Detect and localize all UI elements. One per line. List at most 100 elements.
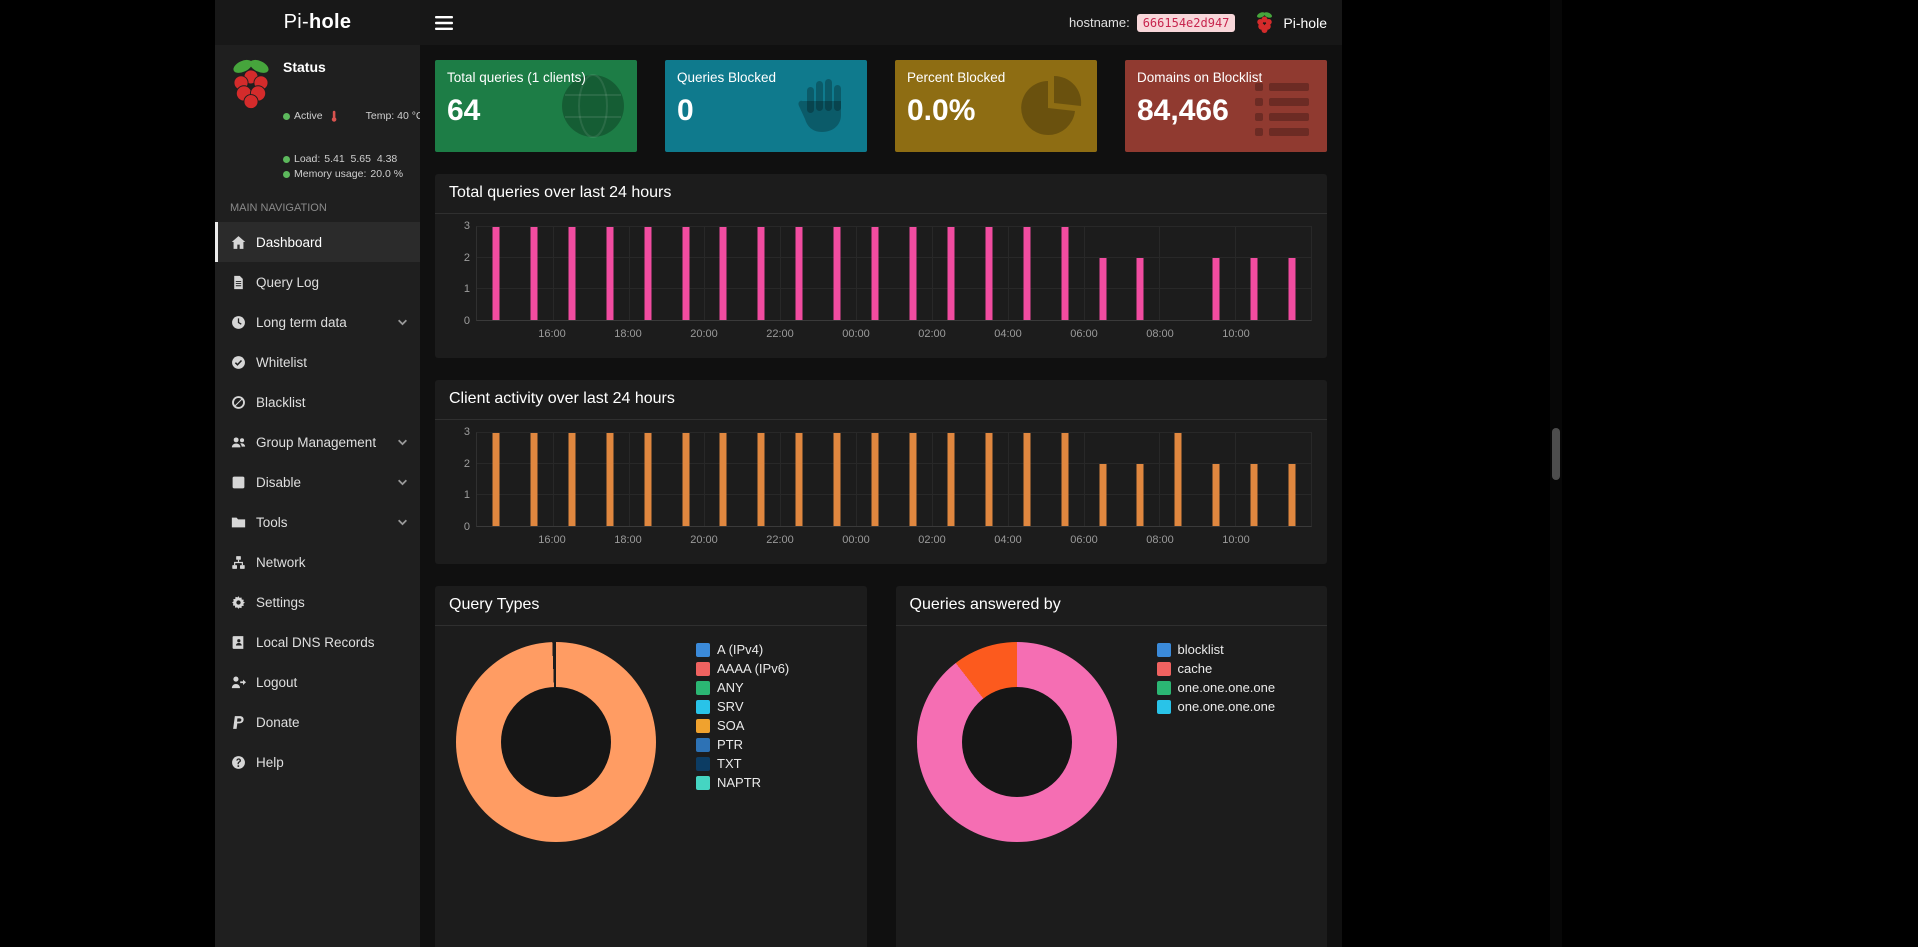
status-title: Status [283,59,326,75]
legend-item[interactable]: NAPTR [696,775,789,790]
bar [795,227,803,320]
legend-swatch [696,775,710,790]
card-title: Queries Blocked [677,70,777,85]
legend-label: PTR [717,737,743,752]
window-scrollbar[interactable] [1550,0,1562,947]
home-icon [231,235,246,250]
legend-item[interactable]: TXT [696,756,789,771]
status-load-label: Load: [294,153,321,165]
query-types-panel: Query Types A (IPv4) AAAA (IPv6) ANY SRV SOA… [435,586,867,947]
sidebar-item-query-log[interactable]: Query Log [215,262,420,302]
stop-icon [231,475,246,490]
bar [833,433,841,526]
users-icon [231,435,246,450]
queries-answered-by-donut[interactable] [916,642,1117,842]
sidebar-toggle-button[interactable] [435,15,453,30]
legend-item[interactable]: one.one.one.one [1156,699,1276,714]
bar [719,227,727,320]
bar [985,227,993,320]
bar [568,227,576,320]
bar [1288,464,1296,526]
status-memory-value: 20.0 % [370,168,404,180]
donate-icon [231,715,246,730]
navbar-brand-label: Pi-hole [1283,14,1327,31]
query-types-legend: A (IPv4) AAAA (IPv6) ANY SRV SOA PTR TXT NAPTR [696,638,789,842]
legend-swatch [1156,642,1171,657]
legend-label: A (IPv4) [717,642,764,657]
legend-item[interactable]: one.one.one.one [1156,680,1275,695]
legend-label: AAAA (IPv6) [717,661,790,676]
sidebar-item-dashboard[interactable]: Dashboard [215,222,420,262]
sidebar-menu: Dashboard Query Log Long term data Whitelis… [215,222,420,782]
client-activity-bar-chart[interactable] [476,432,1312,527]
sidebar-item-label: Blacklist [256,394,306,410]
card-domains-on-blocklist: Domains on Blocklist 84,466 [1125,60,1327,152]
scrollbar-thumb[interactable] [1552,428,1560,480]
card-value: 0.0% [907,94,976,127]
bar [568,433,576,526]
sidebar-item-network[interactable]: Network [215,542,420,582]
legend-swatch [696,756,710,771]
bar [530,227,538,320]
bar [985,433,993,526]
summary-cards: Total queries (1 clients) 64 Queries Block… [435,60,1327,152]
legend-item[interactable]: AAAA (IPv6) [696,661,789,676]
legend-swatch [1156,661,1171,676]
sidebar-item-label: Query Log [256,274,320,290]
sidebar-brand[interactable]: Pi-hole [215,0,420,45]
hand-icon [787,71,857,141]
legend-label: one.one.one.one [1177,699,1276,714]
chevron-down-icon [397,517,408,528]
legend-label: ANY [717,680,744,695]
logout-icon [231,675,246,690]
legend-item[interactable]: A (IPv4) [696,642,789,657]
bar [719,433,727,526]
sidebar-item-tools[interactable]: Tools [215,502,420,542]
legend-item[interactable]: PTR [696,737,789,752]
hostname-label: hostname: [1069,15,1130,30]
sidebar-item-help[interactable]: Help [215,742,420,782]
sidebar-item-label: Disable [256,474,302,490]
legend-swatch [696,642,710,657]
queries-answered-by-legend: blocklist cache one.one.one.one one.one.one… [1156,638,1276,842]
legend-swatch [696,680,710,695]
sidebar-item-settings[interactable]: Settings [215,582,420,622]
bar [530,433,538,526]
clock-icon [231,315,246,330]
pihole-admin-window: Pi-hole Status Active [215,0,1342,947]
bar [909,433,917,526]
query-types-donut[interactable] [456,642,656,842]
sidebar-item-logout[interactable]: Logout [215,662,420,702]
status-load-values: 5.41 5.65 4.38 [324,153,398,165]
status-line-active: Active Temp: 40 °C [283,80,424,152]
queries-bar-chart[interactable] [476,226,1312,321]
status-temp-label: Temp: 40 °C [365,109,424,122]
bar [1212,258,1220,320]
sidebar-item-donate[interactable]: Donate [215,702,420,742]
bar [1136,258,1144,320]
sidebar-item-disable[interactable]: Disable [215,462,420,502]
sidebar-item-long-term-data[interactable]: Long term data [215,302,420,342]
legend-item[interactable]: cache [1156,661,1276,676]
legend-item[interactable]: blocklist [1156,642,1276,657]
chevron-down-icon [397,317,408,328]
chevron-down-icon [397,477,408,488]
sidebar-item-blacklist[interactable]: Blacklist [215,382,420,422]
bar [606,227,614,320]
legend-item[interactable]: SOA [696,718,789,733]
sidebar-item-whitelist[interactable]: Whitelist [215,342,420,382]
sidebar-item-group-management[interactable]: Group Management [215,422,420,462]
sidebar-item-local-dns-records[interactable]: Local DNS Records [215,622,420,662]
status-line-load: Load: 5.41 5.65 4.38 [283,152,424,167]
list-icon [1247,71,1317,141]
sidebar-item-label: Local DNS Records [256,634,375,650]
top-navbar: hostname: 666154e2d947 Pi-hole [420,0,1342,45]
legend-item[interactable]: ANY [696,680,789,695]
legend-item[interactable]: SRV [696,699,789,714]
sidebar-item-label: Tools [256,514,288,530]
bar [795,433,803,526]
question-icon [231,755,246,770]
bar [644,433,652,526]
